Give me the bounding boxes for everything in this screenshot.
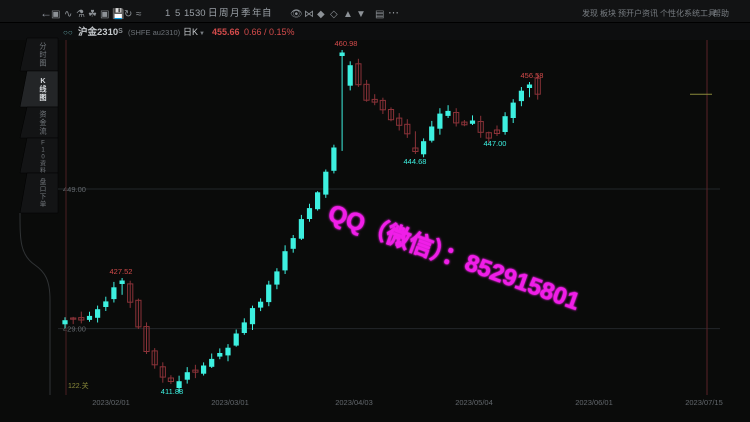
svg-text:单: 单 [40,199,47,208]
svg-text:2023/06/01: 2023/06/01 [575,398,613,407]
svg-text:411.88: 411.88 [161,387,183,396]
svg-text:盘: 盘 [40,177,47,186]
svg-text:456.58: 456.58 [521,71,544,80]
svg-text:2023/04/03: 2023/04/03 [335,398,373,407]
svg-text:口: 口 [40,185,47,193]
svg-text:122.关: 122.关 [68,381,89,390]
svg-text:2023/02/01: 2023/02/01 [92,398,130,407]
svg-text:427.52: 427.52 [110,267,133,276]
svg-text:资: 资 [40,160,46,168]
svg-text:流: 流 [39,127,46,136]
svg-text:下: 下 [40,193,47,201]
svg-text:2023/05/04: 2023/05/04 [455,398,493,407]
svg-text:图: 图 [39,93,46,102]
svg-text:447.00: 447.00 [484,139,507,148]
svg-text:2023/03/01: 2023/03/01 [211,398,249,407]
svg-text:图: 图 [39,59,46,68]
svg-text:2023/07/15: 2023/07/15 [685,398,723,407]
svg-text:F: F [41,141,45,147]
svg-text:460.98: 460.98 [335,39,358,48]
svg-text:444.68: 444.68 [404,157,427,166]
